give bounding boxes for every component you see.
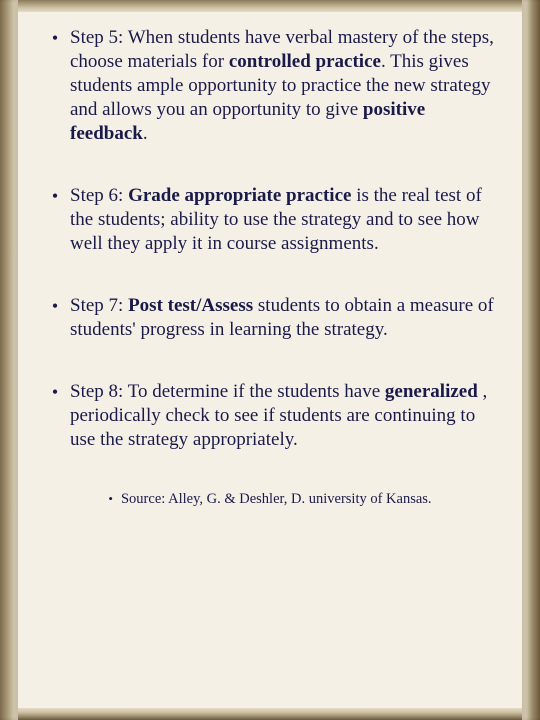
bold-run: generalized [385, 381, 478, 402]
bullet-marker: • [40, 26, 70, 50]
slide-content: •Step 5: When students have verbal maste… [40, 26, 500, 700]
bold-run: Grade appropriate practice [128, 185, 351, 206]
paper-edge-left [0, 0, 18, 720]
text-run: Step 7: [70, 295, 128, 316]
paper-edge-bottom [0, 708, 540, 720]
list-item: •Step 7: Post test/Assess students to ob… [40, 294, 500, 342]
bold-run: Post test/Assess [128, 295, 253, 316]
list-item: •Step 8: To determine if the students ha… [40, 380, 500, 452]
bullet-marker: • [40, 380, 70, 404]
bullet-list: •Step 5: When students have verbal maste… [40, 26, 500, 452]
text-run: . [143, 123, 148, 144]
bullet-text: Step 7: Post test/Assess students to obt… [70, 294, 500, 342]
list-item: •Step 5: When students have verbal maste… [40, 26, 500, 146]
bullet-marker: • [40, 294, 70, 318]
source-citation: • Source: Alley, G. & Deshler, D. univer… [40, 490, 500, 508]
bullet-text: Step 5: When students have verbal master… [70, 26, 500, 146]
bullet-marker: • [40, 184, 70, 208]
paper-edge-right [522, 0, 540, 720]
list-item: •Step 6: Grade appropriate practice is t… [40, 184, 500, 256]
text-run: Step 6: [70, 185, 128, 206]
bullet-text: Step 6: Grade appropriate practice is th… [70, 184, 500, 256]
paper-edge-top [0, 0, 540, 12]
text-run: Step 8: To determine if the students hav… [70, 381, 385, 402]
bold-run: controlled practice [229, 51, 381, 72]
bullet-text: Step 8: To determine if the students hav… [70, 380, 500, 452]
source-bullet-marker: • [108, 490, 113, 508]
source-text: Source: Alley, G. & Deshler, D. universi… [121, 490, 432, 508]
